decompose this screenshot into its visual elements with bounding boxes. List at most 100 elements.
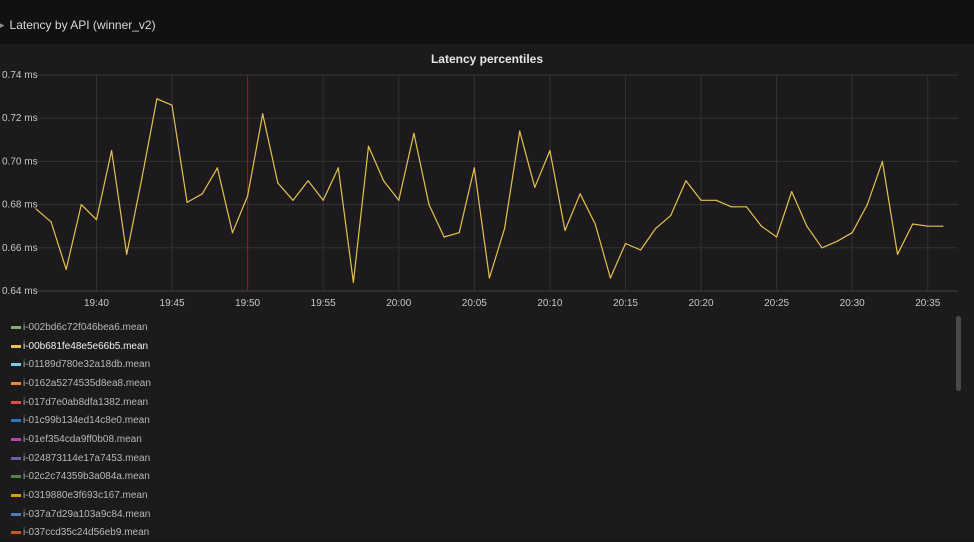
y-tick-label: 0.66 ms	[2, 243, 38, 254]
data-point	[156, 98, 158, 100]
data-point	[912, 223, 914, 225]
x-tick-label: 20:25	[764, 298, 789, 309]
data-point	[579, 193, 581, 195]
legend-swatch-icon	[11, 475, 21, 479]
data-point	[609, 277, 611, 279]
data-point	[942, 225, 944, 227]
legend-swatch-icon	[11, 400, 21, 404]
data-point	[745, 206, 747, 208]
x-tick-label: 19:55	[311, 298, 336, 309]
chart-grid	[36, 74, 958, 292]
legend-label: i-002bd6c72f046bea6.mean	[23, 321, 148, 333]
legend-item[interactable]: i-00b681fe48e5e66b5.mean	[4, 337, 194, 356]
legend: i-002bd6c72f046bea6.mean i-00b681fe48e5e6…	[4, 318, 194, 542]
data-point	[715, 199, 717, 201]
data-point	[277, 182, 279, 184]
data-point	[367, 145, 370, 147]
legend-item[interactable]: i-017d7e0ab8dfa1382.mean	[4, 393, 194, 412]
data-point	[488, 277, 491, 279]
data-point	[292, 199, 294, 201]
data-point	[881, 160, 884, 162]
data-point	[201, 193, 203, 195]
data-point	[231, 232, 234, 234]
legend-label: i-01189d780e32a18db.mean	[23, 359, 151, 371]
x-axis: 19:40 19:45 19:50 19:55 20:00 20:05 20:10 20:15…	[84, 298, 941, 309]
legend-label: i-02c2c74359b3a084a.mean	[23, 471, 150, 483]
data-point	[413, 132, 415, 134]
data-point	[806, 225, 808, 227]
legend-swatch-icon	[11, 437, 21, 441]
y-tick-label: 0.74 ms	[2, 70, 38, 81]
data-point	[262, 113, 264, 115]
data-point	[534, 186, 536, 188]
legend-item[interactable]: i-01ef354cda9ff0b08.mean	[4, 430, 194, 449]
data-point	[896, 253, 899, 255]
data-point	[836, 240, 838, 242]
data-point	[624, 242, 627, 245]
data-point	[519, 130, 521, 132]
legend-item[interactable]: i-037a7d29a103a9c84.mean	[4, 505, 194, 524]
data-point	[35, 208, 37, 210]
data-point	[322, 199, 324, 201]
legend-item[interactable]: i-0319880e3f693c167.mean	[4, 486, 194, 505]
data-point	[458, 232, 460, 234]
legend-item[interactable]: i-002bd6c72f046bea6.mean	[4, 318, 194, 337]
legend-item[interactable]: i-0162a5274535d8ea8.mean	[4, 374, 194, 393]
legend-label: i-037ccd35c24d56eb9.mean	[23, 527, 150, 539]
legend-swatch-icon	[11, 419, 21, 423]
legend-label: i-017d7e0ab8dfa1382.mean	[23, 396, 149, 408]
data-point	[594, 223, 596, 225]
data-point	[398, 199, 400, 201]
data-point	[443, 236, 445, 238]
legend-swatch-icon	[11, 494, 21, 498]
data-point	[851, 232, 853, 234]
legend-scrollbar[interactable]	[956, 316, 961, 391]
data-point	[730, 206, 732, 208]
legend-item[interactable]: i-01c99b134ed14c8e0.mean	[4, 411, 194, 430]
y-axis: 0.64 ms 0.66 ms 0.68 ms 0.70 ms 0.72 ms 0.74 …	[2, 70, 38, 297]
legend-item[interactable]: i-037ccd35c24d56eb9.mean	[4, 524, 194, 542]
legend-label: i-00b681fe48e5e66b5.mean	[23, 340, 149, 352]
data-point	[352, 281, 355, 283]
data-point	[927, 225, 929, 227]
x-tick-label: 20:30	[840, 298, 865, 309]
data-point	[65, 268, 67, 270]
x-tick-label: 19:45	[160, 298, 185, 309]
x-tick-label: 19:40	[84, 298, 109, 309]
series-group	[35, 98, 944, 283]
latency-chart: 0.64 ms 0.66 ms 0.68 ms 0.70 ms 0.72 ms 0.74 …	[2, 70, 958, 309]
x-tick-label: 20:15	[613, 298, 638, 309]
data-point	[473, 167, 475, 169]
legend-item[interactable]: i-01189d780e32a18db.mean	[4, 355, 194, 374]
y-tick-label: 0.70 ms	[2, 156, 38, 167]
legend-swatch-icon	[11, 456, 21, 460]
legend-swatch-icon	[11, 363, 21, 367]
legend-item[interactable]: i-024873114e17a7453.mean	[4, 449, 194, 468]
data-point	[50, 221, 52, 223]
data-point	[760, 225, 763, 227]
data-point	[307, 180, 309, 182]
x-tick-label: 20:35	[915, 298, 940, 309]
legend-label: i-0162a5274535d8ea8.mean	[23, 377, 151, 389]
legend-label: i-01ef354cda9ff0b08.mean	[23, 433, 142, 445]
legend-item[interactable]: i-02c2c74359b3a084a.mean	[4, 468, 194, 487]
data-point	[700, 199, 702, 201]
data-point	[141, 178, 143, 180]
data-point	[95, 219, 98, 221]
data-point	[685, 180, 687, 182]
data-point	[821, 247, 823, 249]
legend-label: i-0319880e3f693c167.mean	[23, 490, 148, 502]
y-tick-label: 0.64 ms	[2, 286, 38, 297]
chevron-right-icon[interactable]: ▸	[0, 19, 5, 30]
legend-label: i-01c99b134ed14c8e0.mean	[23, 415, 150, 427]
legend-swatch-icon	[11, 531, 21, 535]
row-header[interactable]: ▸ Latency by API (winner_v2)	[0, 18, 156, 32]
legend-swatch-icon	[11, 344, 21, 348]
x-tick-label: 20:20	[689, 298, 714, 309]
x-tick-label: 20:10	[537, 298, 562, 309]
legend-swatch-icon	[11, 381, 21, 385]
legend-label: i-024873114e17a7453.mean	[23, 452, 151, 464]
data-point	[564, 229, 566, 232]
panel-title[interactable]: Latency percentiles	[430, 52, 544, 66]
x-tick-label: 20:05	[462, 298, 487, 309]
